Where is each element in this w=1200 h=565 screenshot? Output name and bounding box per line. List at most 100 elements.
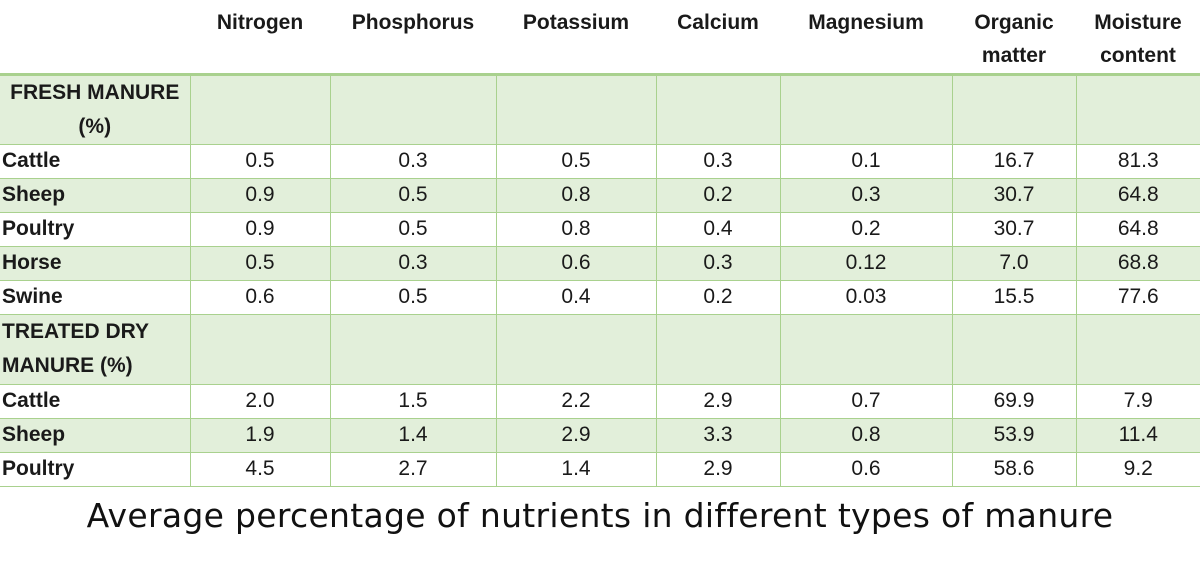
table-cell: 0.12	[779, 245, 953, 281]
table-cell: 9.2	[1075, 451, 1200, 487]
table-cell: 2.9	[655, 451, 781, 487]
table-cell: 0.3	[655, 143, 781, 179]
table-cell: 0.8	[495, 177, 657, 213]
table-cell: 0.4	[495, 279, 657, 315]
table-cell: 0.1	[779, 143, 953, 179]
table-cell: 2.2	[495, 383, 657, 419]
table-cell: 15.5	[951, 279, 1077, 315]
nutrients-table: Nitrogen Phosphorus Potassium Calcium Ma…	[0, 0, 1200, 487]
table-cell: 69.9	[951, 383, 1077, 419]
section-empty-cell	[655, 73, 781, 145]
table-body: FRESH MANURE (%) Cattle 0.5 0.3 0.5 0.3 0.1 16.…	[0, 73, 1200, 487]
table-cell: 2.0	[189, 383, 331, 419]
section-header-row: TREATED DRY MANURE (%)	[0, 313, 1200, 385]
table-row: Poultry 0.9 0.5 0.8 0.4 0.2 30.7 64.8	[0, 211, 1200, 247]
column-header: Calcium	[656, 0, 780, 76]
row-label: Sheep	[0, 177, 191, 213]
table-cell: 0.03	[779, 279, 953, 315]
row-label: Swine	[0, 279, 191, 315]
table-row: Sheep 1.9 1.4 2.9 3.3 0.8 53.9 11.4	[0, 417, 1200, 453]
table-cell: 0.5	[189, 143, 331, 179]
table-cell: 0.5	[495, 143, 657, 179]
table-cell: 0.8	[495, 211, 657, 247]
table-cell: 1.4	[495, 451, 657, 487]
section-empty-cell	[1075, 313, 1200, 385]
section-empty-cell	[779, 313, 953, 385]
table-cell: 0.2	[655, 279, 781, 315]
table-cell: 68.8	[1075, 245, 1200, 281]
table-cell: 77.6	[1075, 279, 1200, 315]
section-empty-cell	[329, 73, 497, 145]
column-header: Organic matter	[952, 0, 1076, 76]
row-label: Poultry	[0, 451, 191, 487]
row-label: Cattle	[0, 383, 191, 419]
table-cell: 3.3	[655, 417, 781, 453]
table-cell: 64.8	[1075, 177, 1200, 213]
table-cell: 0.3	[329, 245, 497, 281]
section-empty-cell	[655, 313, 781, 385]
table-cell: 58.6	[951, 451, 1077, 487]
column-header: Magnesium	[780, 0, 952, 76]
table-cell: 0.9	[189, 211, 331, 247]
section-empty-cell	[951, 73, 1077, 145]
table-row: Cattle 0.5 0.3 0.5 0.3 0.1 16.7 81.3	[0, 143, 1200, 179]
table-cell: 30.7	[951, 177, 1077, 213]
table-cell: 0.2	[779, 211, 953, 247]
column-header: Phosphorus	[330, 0, 496, 76]
table-cell: 0.6	[495, 245, 657, 281]
section-header-row: FRESH MANURE (%)	[0, 73, 1200, 145]
row-label: Cattle	[0, 143, 191, 179]
table-cell: 1.4	[329, 417, 497, 453]
section-empty-cell	[329, 313, 497, 385]
table-cell: 64.8	[1075, 211, 1200, 247]
section-empty-cell	[951, 313, 1077, 385]
table-cell: 0.2	[655, 177, 781, 213]
table-cell: 0.4	[655, 211, 781, 247]
table-cell: 0.7	[779, 383, 953, 419]
table-cell: 0.6	[189, 279, 331, 315]
table-cell: 0.9	[189, 177, 331, 213]
row-label: Horse	[0, 245, 191, 281]
section-label: FRESH MANURE (%)	[0, 73, 191, 145]
column-header: Nitrogen	[190, 0, 330, 76]
table-cell: 7.0	[951, 245, 1077, 281]
table-cell: 16.7	[951, 143, 1077, 179]
column-header: Potassium	[496, 0, 656, 76]
table-cell: 0.3	[655, 245, 781, 281]
row-label: Sheep	[0, 417, 191, 453]
table-cell: 11.4	[1075, 417, 1200, 453]
column-header: Moisture content	[1076, 0, 1200, 76]
table-row: Horse 0.5 0.3 0.6 0.3 0.12 7.0 68.8	[0, 245, 1200, 281]
table-row: Cattle 2.0 1.5 2.2 2.9 0.7 69.9 7.9	[0, 383, 1200, 419]
table-cell: 4.5	[189, 451, 331, 487]
table-cell: 0.3	[329, 143, 497, 179]
table-cell: 1.9	[189, 417, 331, 453]
header-corner	[0, 0, 190, 76]
table-row: Swine 0.6 0.5 0.4 0.2 0.03 15.5 77.6	[0, 279, 1200, 315]
section-empty-cell	[779, 73, 953, 145]
section-empty-cell	[189, 313, 331, 385]
table-cell: 2.7	[329, 451, 497, 487]
table-cell: 2.9	[655, 383, 781, 419]
table-cell: 0.6	[779, 451, 953, 487]
table-cell: 30.7	[951, 211, 1077, 247]
table-cell: 0.8	[779, 417, 953, 453]
section-empty-cell	[189, 73, 331, 145]
row-label: Poultry	[0, 211, 191, 247]
table-cell: 53.9	[951, 417, 1077, 453]
section-label: TREATED DRY MANURE (%)	[0, 313, 191, 385]
section-empty-cell	[495, 73, 657, 145]
table-cell: 7.9	[1075, 383, 1200, 419]
table-cell: 0.5	[329, 177, 497, 213]
table-cell: 1.5	[329, 383, 497, 419]
table-cell: 81.3	[1075, 143, 1200, 179]
table-cell: 0.5	[189, 245, 331, 281]
table-row: Sheep 0.9 0.5 0.8 0.2 0.3 30.7 64.8	[0, 177, 1200, 213]
table-caption: Average percentage of nutrients in diffe…	[86, 496, 1114, 535]
table-cell: 0.5	[329, 211, 497, 247]
section-empty-cell	[495, 313, 657, 385]
table-cell: 2.9	[495, 417, 657, 453]
table-cell: 0.5	[329, 279, 497, 315]
table-row: Poultry 4.5 2.7 1.4 2.9 0.6 58.6 9.2	[0, 451, 1200, 487]
